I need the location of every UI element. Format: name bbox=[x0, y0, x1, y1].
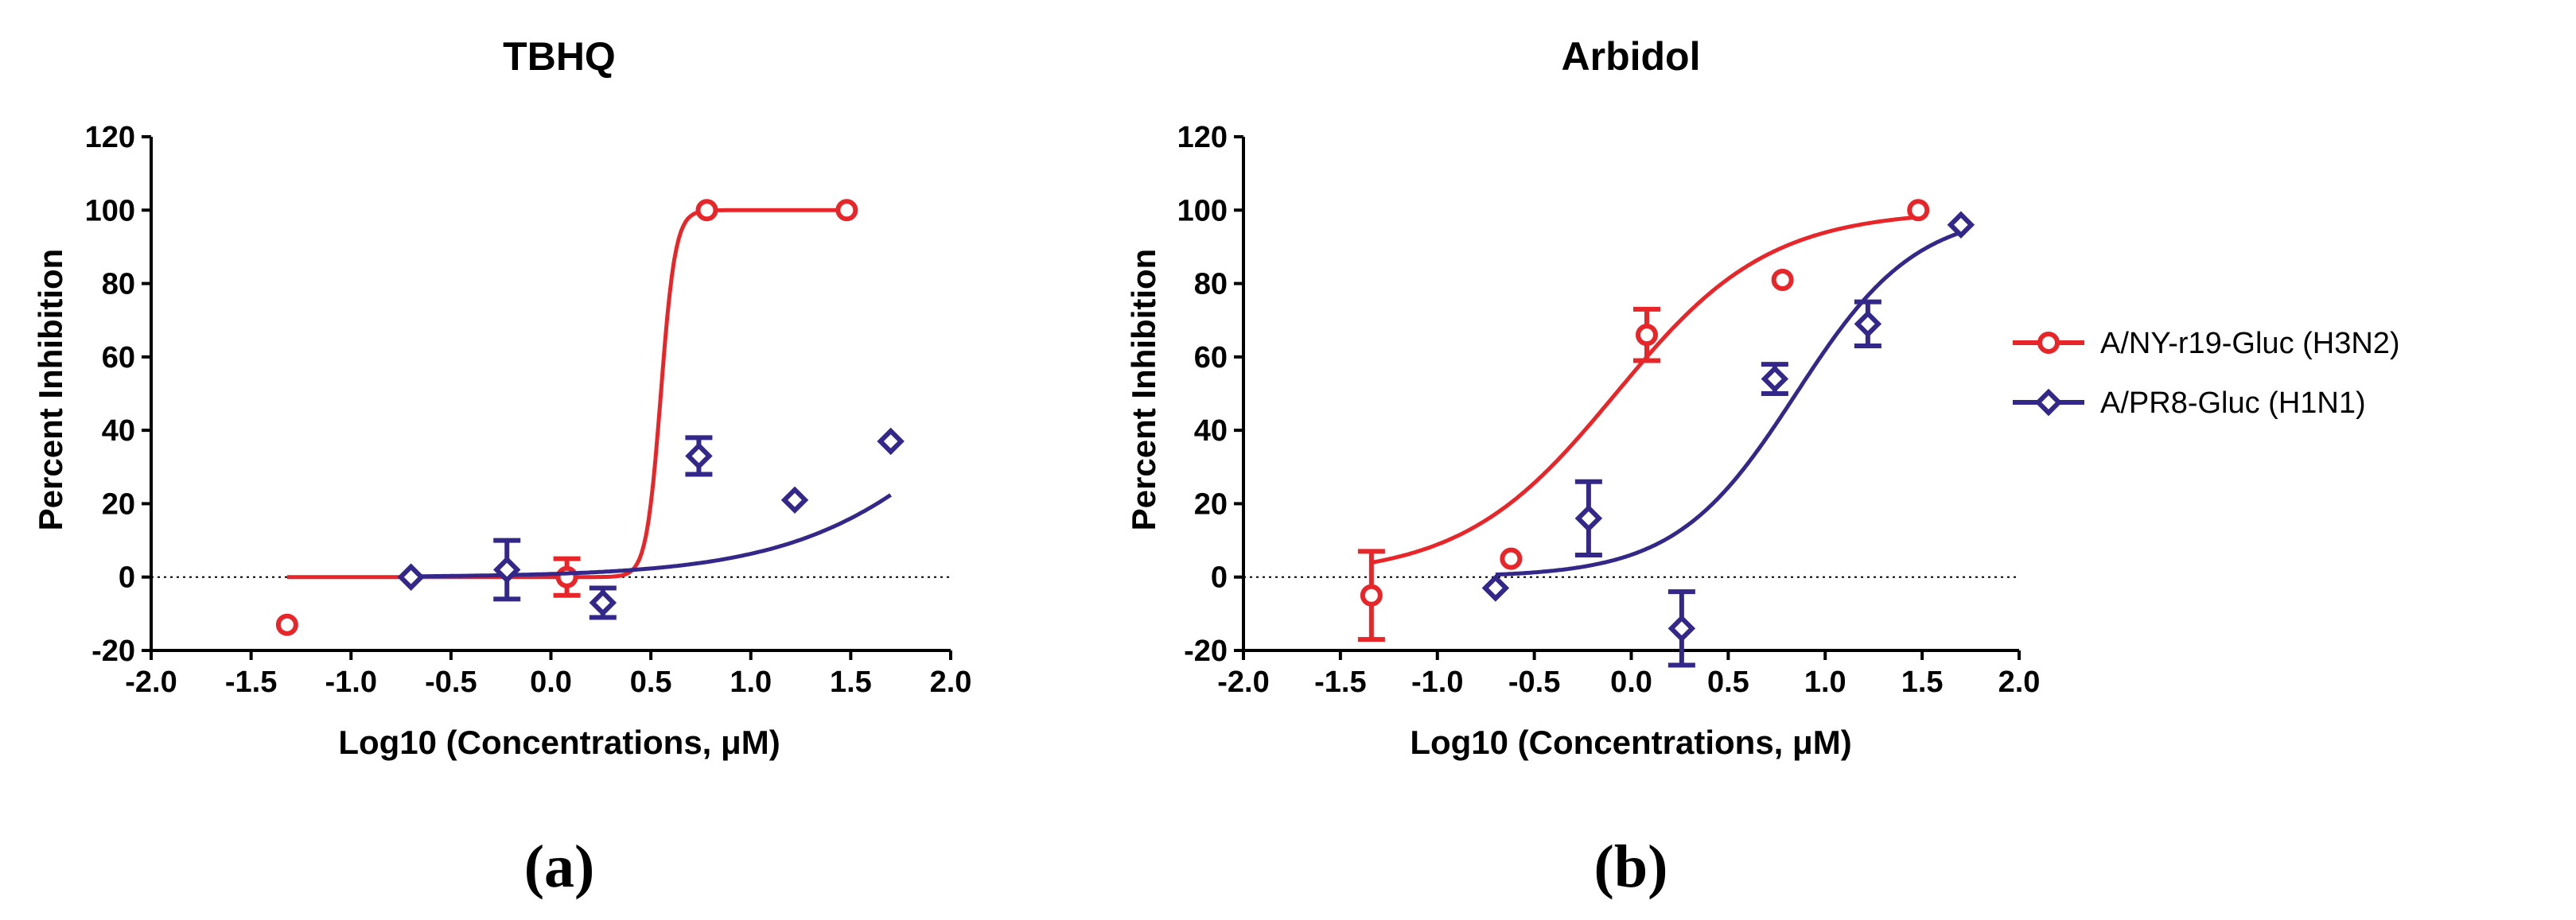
legend-label: A/PR8-Gluc (H1N1) bbox=[2100, 386, 2366, 420]
x-tick-label: -0.5 bbox=[1508, 666, 1560, 699]
data-point-h1n1 bbox=[1667, 615, 1696, 642]
y-tick-label: 40 bbox=[1194, 414, 1228, 448]
x-tick-label: 1.0 bbox=[730, 666, 772, 699]
data-point-h3n2 bbox=[1360, 584, 1383, 607]
chart-tbhq: TBHQ Percent Inhibition Log10 (Concentra… bbox=[32, 34, 971, 900]
legend-circle-marker-icon bbox=[2037, 332, 2060, 354]
data-point-h3n2 bbox=[695, 199, 718, 222]
legend-diamond-marker-icon bbox=[2034, 388, 2063, 417]
x-tick-label: 0.5 bbox=[1707, 666, 1749, 699]
x-tick-label: 0.0 bbox=[530, 666, 572, 699]
y-tick-label: 100 bbox=[85, 194, 135, 227]
x-tick-label: -1.0 bbox=[325, 666, 377, 699]
y-tick-label: 20 bbox=[1194, 487, 1228, 521]
y-tick-label: 60 bbox=[102, 341, 135, 375]
data-point-h1n1 bbox=[589, 588, 617, 617]
x-tick-label: -1.0 bbox=[1411, 666, 1463, 699]
legend-entry-h1n1: A/PR8-Gluc (H1N1) bbox=[2013, 386, 2366, 420]
data-point-h3n2 bbox=[835, 199, 858, 222]
x-tick-label: -0.5 bbox=[425, 666, 477, 699]
panel-label: (a) bbox=[524, 833, 595, 900]
x-tick-label: -1.5 bbox=[1314, 666, 1366, 699]
data-point-h3n2 bbox=[1771, 268, 1794, 291]
data-point-h1n1 bbox=[1481, 574, 1510, 602]
fit-curve-h1n1 bbox=[1495, 230, 1962, 577]
data-point-h3n2 bbox=[1500, 547, 1523, 570]
data-point-h3n2 bbox=[275, 613, 298, 636]
data-point-h1n1 bbox=[780, 486, 809, 514]
x-tick-label: 2.0 bbox=[930, 666, 972, 699]
fit-curve-h1n1 bbox=[411, 493, 893, 579]
y-tick-label: 100 bbox=[1177, 194, 1228, 227]
plot-area: -20 0 20 40 60 80 100 120 -2.0 -1.5 -1.0 -0.5 0.0 0.5… bbox=[85, 121, 972, 699]
x-tick-label: -1.5 bbox=[225, 666, 277, 699]
x-tick-label: -2.0 bbox=[125, 666, 177, 699]
y-tick-label: 20 bbox=[102, 487, 135, 521]
panel-label: (b) bbox=[1594, 833, 1668, 900]
y-tick-label: 0 bbox=[1211, 561, 1228, 595]
x-tick-label: -2.0 bbox=[1217, 666, 1269, 699]
data-point-h1n1 bbox=[1947, 211, 1975, 239]
legend-label: A/NY-r19-Gluc (H3N2) bbox=[2100, 327, 2400, 360]
x-tick-label: 1.5 bbox=[830, 666, 872, 699]
y-tick-label: 120 bbox=[1177, 121, 1228, 154]
y-axis-label: Percent Inhibition bbox=[1125, 249, 1162, 531]
y-tick-label: -20 bbox=[1184, 635, 1228, 668]
x-axis-label: Log10 (Concentrations, μM) bbox=[338, 724, 780, 761]
data-point-h1n1 bbox=[685, 442, 713, 470]
y-axis-label: Percent Inhibition bbox=[32, 249, 69, 531]
y-tick-label: 120 bbox=[85, 121, 135, 154]
data-point-h1n1 bbox=[877, 427, 905, 456]
legend: A/NY-r19-Gluc (H3N2) A/PR8-Gluc (H1N1) bbox=[2013, 327, 2400, 420]
x-tick-label: 0.5 bbox=[630, 666, 672, 699]
y-tick-label: 40 bbox=[102, 414, 135, 448]
x-tick-label: 1.5 bbox=[1901, 666, 1944, 699]
data-point-h1n1 bbox=[397, 563, 425, 591]
y-tick-label: 60 bbox=[1194, 341, 1228, 375]
data-point-h3n2 bbox=[1636, 324, 1658, 347]
chart-title: TBHQ bbox=[503, 34, 616, 79]
x-tick-label: 1.0 bbox=[1804, 666, 1846, 699]
data-point-h1n1 bbox=[1574, 504, 1603, 533]
x-tick-label: 0.0 bbox=[1610, 666, 1652, 699]
y-tick-label: 80 bbox=[102, 268, 135, 301]
data-point-h1n1 bbox=[1854, 310, 1882, 338]
x-axis-label: Log10 (Concentrations, μM) bbox=[1410, 724, 1851, 761]
y-tick-label: 80 bbox=[1194, 268, 1228, 301]
y-tick-label: -20 bbox=[91, 635, 135, 668]
chart-arbidol: Arbidol Percent Inhibition Log10 (Concen… bbox=[1125, 34, 2040, 900]
y-tick-label: 0 bbox=[119, 561, 135, 595]
data-point-h3n2 bbox=[555, 565, 578, 588]
legend-entry-h3n2: A/NY-r19-Gluc (H3N2) bbox=[2013, 327, 2400, 360]
data-point-h1n1 bbox=[492, 556, 521, 584]
chart-title: Arbidol bbox=[1562, 34, 1701, 79]
data-point-h3n2 bbox=[1907, 199, 1930, 222]
x-tick-label: 2.0 bbox=[1998, 666, 2041, 699]
plot-area: -20 0 20 40 60 80 100 120 -2.0 -1.5 -1.0 -0.5 0.0 0.5… bbox=[1177, 121, 2041, 699]
data-point-h1n1 bbox=[1761, 365, 1789, 393]
